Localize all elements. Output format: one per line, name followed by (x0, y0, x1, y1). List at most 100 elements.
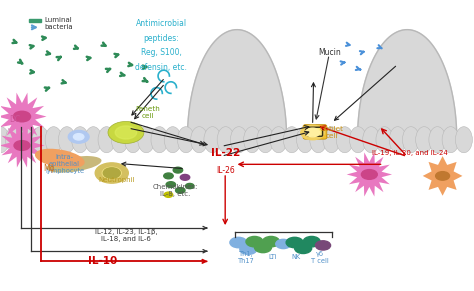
Circle shape (230, 237, 247, 248)
Circle shape (102, 167, 121, 179)
Circle shape (115, 126, 137, 139)
Text: Goblet
cell: Goblet cell (319, 126, 344, 139)
Text: NK: NK (292, 254, 301, 260)
Circle shape (303, 237, 320, 247)
Ellipse shape (257, 127, 274, 153)
Circle shape (95, 163, 128, 183)
Ellipse shape (217, 127, 234, 153)
Ellipse shape (0, 127, 9, 153)
Polygon shape (357, 30, 457, 140)
Ellipse shape (323, 127, 340, 153)
Ellipse shape (191, 127, 208, 153)
Ellipse shape (244, 127, 261, 153)
Ellipse shape (297, 127, 314, 153)
Text: IL-22: IL-22 (210, 148, 240, 158)
Text: Th1,
Th17: Th1, Th17 (238, 251, 255, 263)
Ellipse shape (310, 127, 327, 153)
Circle shape (361, 170, 377, 179)
Ellipse shape (5, 127, 22, 153)
Ellipse shape (336, 127, 353, 153)
Ellipse shape (376, 127, 393, 153)
Circle shape (175, 187, 185, 193)
Ellipse shape (125, 127, 142, 153)
Ellipse shape (402, 127, 419, 153)
Ellipse shape (442, 127, 459, 153)
Circle shape (13, 111, 30, 122)
Ellipse shape (45, 127, 62, 153)
Circle shape (108, 121, 144, 143)
FancyBboxPatch shape (29, 19, 41, 22)
Ellipse shape (72, 127, 89, 153)
Text: bacteria: bacteria (44, 24, 73, 30)
Circle shape (166, 182, 175, 187)
Circle shape (286, 237, 303, 248)
Circle shape (68, 130, 89, 143)
Text: Mϕ: Mϕ (43, 164, 55, 173)
Circle shape (73, 134, 84, 140)
Text: Reg, S100,: Reg, S100, (141, 48, 182, 57)
Ellipse shape (32, 127, 49, 153)
Ellipse shape (349, 127, 366, 153)
Ellipse shape (204, 127, 221, 153)
Circle shape (436, 172, 449, 180)
Ellipse shape (389, 127, 406, 153)
Circle shape (164, 173, 173, 179)
Circle shape (263, 237, 280, 247)
Text: Mucin: Mucin (318, 48, 340, 57)
Circle shape (240, 244, 257, 254)
Circle shape (306, 128, 319, 137)
Text: LTi: LTi (268, 254, 277, 260)
Circle shape (164, 192, 173, 197)
Circle shape (255, 242, 272, 253)
Text: Neutrophil: Neutrophil (98, 177, 135, 183)
Text: γδ
T cell: γδ T cell (311, 251, 328, 263)
Ellipse shape (46, 156, 101, 173)
Text: IL-19, IL-20, and IL-24: IL-19, IL-20, and IL-24 (372, 150, 447, 156)
Ellipse shape (363, 127, 380, 153)
Text: IL-12, IL-23, IL-1β,
IL-18, and IL-6: IL-12, IL-23, IL-1β, IL-18, and IL-6 (95, 229, 157, 242)
Text: IL-10: IL-10 (88, 256, 117, 266)
Ellipse shape (283, 127, 301, 153)
Polygon shape (0, 123, 45, 168)
Text: Chemokines:
IL-8, etc.: Chemokines: IL-8, etc. (153, 184, 198, 197)
Polygon shape (423, 156, 463, 196)
Text: IL-26: IL-26 (216, 166, 235, 175)
Circle shape (276, 239, 291, 249)
Text: Luminal: Luminal (44, 17, 72, 23)
Ellipse shape (111, 127, 128, 153)
Text: Paneth
cell: Paneth cell (136, 106, 160, 119)
Ellipse shape (151, 127, 168, 153)
Ellipse shape (85, 127, 102, 153)
Circle shape (246, 237, 263, 247)
Ellipse shape (230, 127, 247, 153)
Ellipse shape (138, 127, 155, 153)
Text: DC: DC (9, 115, 20, 124)
Circle shape (180, 175, 190, 180)
Ellipse shape (18, 127, 36, 153)
Polygon shape (0, 93, 46, 141)
Ellipse shape (58, 127, 75, 153)
Ellipse shape (164, 127, 181, 153)
Circle shape (316, 241, 330, 250)
Polygon shape (187, 30, 287, 140)
Text: Antimicrobial: Antimicrobial (136, 19, 187, 28)
Circle shape (185, 183, 194, 189)
Ellipse shape (456, 127, 473, 153)
Circle shape (14, 141, 30, 150)
FancyBboxPatch shape (303, 125, 327, 139)
Text: peptides:: peptides: (144, 34, 179, 43)
Text: defensin, etc.: defensin, etc. (136, 63, 187, 72)
Polygon shape (346, 152, 392, 196)
Ellipse shape (35, 149, 85, 168)
Ellipse shape (429, 127, 446, 153)
Ellipse shape (177, 127, 194, 153)
Ellipse shape (416, 127, 433, 153)
Text: Intra-
epithelial
lymphocyte: Intra- epithelial lymphocyte (45, 154, 84, 174)
Circle shape (103, 168, 120, 178)
Ellipse shape (98, 127, 115, 153)
Circle shape (295, 243, 312, 253)
Circle shape (301, 125, 324, 140)
Ellipse shape (270, 127, 287, 153)
Circle shape (173, 167, 182, 173)
FancyBboxPatch shape (308, 127, 322, 136)
